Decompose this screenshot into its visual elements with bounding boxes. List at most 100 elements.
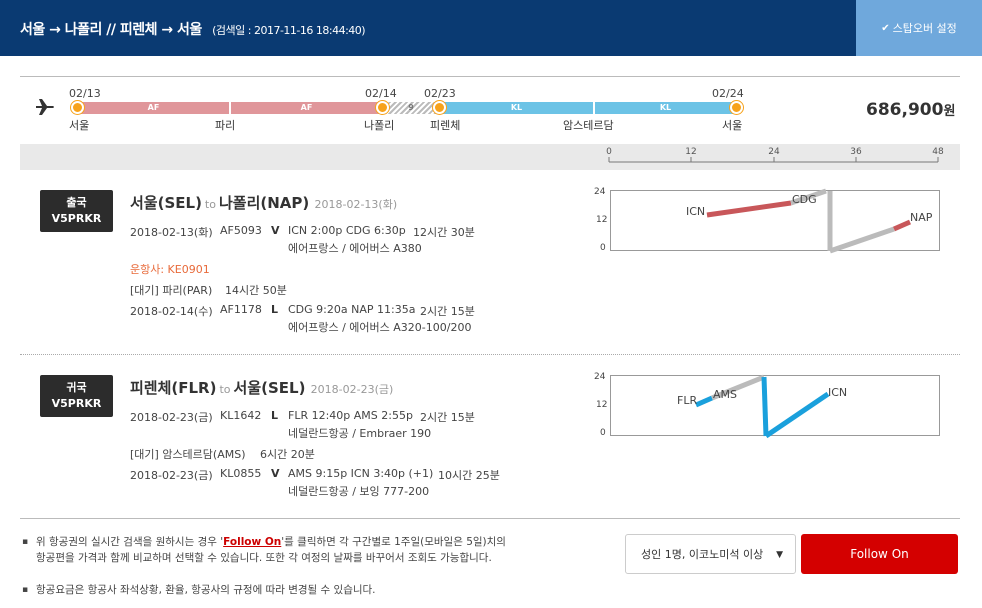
chart-y-tick: 24 <box>594 372 606 382</box>
axis-tick-label: 36 <box>850 147 862 157</box>
header-bar: 서울 → 나폴리 // 피렌체 → 서울 (검색일 : 2017-11-16 1… <box>0 0 982 56</box>
timeline-city: 피렌체 <box>430 119 461 132</box>
timeline-date: 02/14 <box>365 87 397 100</box>
leg-date: 2018-02-14(수) <box>130 305 213 318</box>
layover-time: 6시간 20분 <box>260 448 315 461</box>
timeline-date: 02/13 <box>69 87 101 100</box>
chart-frame <box>610 375 940 436</box>
chart-y-tick: 0 <box>600 243 606 253</box>
leg-flight: AF5093 <box>220 224 262 237</box>
leg-flight: AF1178 <box>220 303 262 316</box>
footer-note: 위 항공권의 실시간 검색을 원하시는 경우 'Follow On'를 클릭하면… <box>22 534 508 566</box>
chevron-down-icon: ✔ <box>881 22 890 34</box>
axis-tick-label: 12 <box>685 147 697 157</box>
chart-y-tick: 0 <box>600 428 606 438</box>
hours-axis <box>608 157 939 163</box>
leg-class: L <box>271 303 279 316</box>
leg-aircraft: 네덜란드항공 / Embraer 190 <box>288 427 432 440</box>
segment-kl-2: KL <box>595 102 736 114</box>
chart-airport-label: NAP <box>910 211 933 224</box>
divider <box>20 76 960 77</box>
inbound-route-title: 피렌체(FLR) to 서울(SEL) 2018-02-23(금) <box>130 379 394 397</box>
hours-axis-band <box>20 144 960 170</box>
leg-route: CDG 9:20a NAP 11:35a <box>288 303 416 316</box>
page-title: 서울 → 나폴리 // 피렌체 → 서울 (검색일 : 2017-11-16 1… <box>20 19 366 39</box>
timeline-stop-dot <box>730 101 743 114</box>
timeline-city: 나폴리 <box>364 119 395 132</box>
axis-tick-label: 0 <box>606 147 612 157</box>
leg-date: 2018-02-23(금) <box>130 411 213 424</box>
layover-line <box>790 188 827 206</box>
layover-info: [대기] 파리(PAR) <box>130 284 213 297</box>
leg-line <box>694 395 714 408</box>
timeline-stop-dot <box>71 101 84 114</box>
outbound-time-chart: 24 12 0 ICN CDG NAP <box>588 187 943 255</box>
route-title-text: 서울 → 나폴리 // 피렌체 → 서울 <box>20 22 202 38</box>
leg-flight: KL0855 <box>220 467 262 480</box>
stopover-label: 스탑오버 설정 <box>892 22 957 35</box>
segment-af-1: AF <box>78 102 229 114</box>
outbound-chart-lines <box>706 188 912 254</box>
chart-y-tick: 12 <box>596 400 608 410</box>
footer-note: 항공요금은 항공사 좌석상황, 환율, 항공사의 규정에 따라 변경될 수 있습… <box>22 582 508 598</box>
inbound-time-chart: 24 12 0 FLR AMS ICN <box>588 372 943 440</box>
layover-info: [대기] 암스테르담(AMS) <box>130 448 246 461</box>
leg-line <box>892 219 912 232</box>
leg-route: FLR 12:40p AMS 2:55p <box>288 409 413 422</box>
leg-date: 2018-02-23(금) <box>130 469 213 482</box>
search-date: (검색일 : 2017-11-16 18:44:40) <box>212 24 366 37</box>
inbound-chart-lines <box>694 374 830 439</box>
leg-flight: KL1642 <box>220 409 262 422</box>
leg-date: 2018-02-13(화) <box>130 226 213 239</box>
leg-duration: 10시간 25분 <box>438 469 500 482</box>
leg-aircraft: 네덜란드항공 / 보잉 777-200 <box>288 485 430 498</box>
follow-on-button[interactable]: Follow On <box>801 534 958 574</box>
operator-info: 운항사: KE0901 <box>130 263 210 276</box>
segment-af-2: AF <box>231 102 382 114</box>
divider <box>20 354 960 355</box>
leg-duration: 2시간 15분 <box>420 411 475 424</box>
layover-line <box>829 226 895 254</box>
outbound-route-title: 서울(SEL) to 나폴리(NAP) 2018-02-13(화) <box>130 194 398 212</box>
leg-route: AMS 9:15p ICN 3:40p (+1) <box>288 467 434 480</box>
leg-line <box>764 391 830 439</box>
leg-route: ICN 2:00p CDG 6:30p <box>288 224 406 237</box>
segment-stay: 9 <box>383 102 439 114</box>
timeline-city: 파리 <box>215 119 236 132</box>
timeline-date: 02/24 <box>712 87 744 100</box>
timeline-stop-dot <box>433 101 446 114</box>
passenger-class-value: 성인 1명, 이코노미석 이상 <box>641 548 764 561</box>
chart-airport-label: FLR <box>677 394 698 407</box>
leg-line <box>706 200 792 218</box>
leg-line <box>761 376 769 437</box>
divider <box>20 518 960 519</box>
layover-time: 14시간 50분 <box>225 284 287 297</box>
layover-line <box>711 374 765 401</box>
chart-frame <box>610 190 940 251</box>
outbound-badge: 출국 V5PRKR <box>40 190 113 232</box>
stopover-settings-button[interactable]: ✔ 스탑오버 설정 <box>856 0 982 56</box>
timeline-city: 서울 <box>69 119 90 132</box>
caret-down-icon: ▼ <box>776 550 783 560</box>
timeline-city: 서울 <box>722 119 743 132</box>
chart-airport-label: CDG <box>792 193 817 206</box>
axis-tick-label: 24 <box>768 147 780 157</box>
leg-aircraft: 에어프랑스 / 에어버스 A380 <box>288 242 422 255</box>
leg-duration: 12시간 30분 <box>413 226 475 239</box>
follow-on-link[interactable]: Follow On <box>223 536 282 548</box>
airplane-icon <box>36 99 54 115</box>
leg-class: V <box>271 467 280 480</box>
leg-duration: 2시간 15분 <box>420 305 475 318</box>
leg-class: L <box>271 409 279 422</box>
timeline-date: 02/23 <box>424 87 456 100</box>
chart-airport-label: ICN <box>686 205 706 218</box>
chart-y-tick: 12 <box>596 215 608 225</box>
timeline-stop-dot <box>376 101 389 114</box>
passenger-class-select[interactable]: 성인 1명, 이코노미석 이상 ▼ <box>625 534 796 574</box>
total-price: 686,900원 <box>866 100 956 120</box>
timeline-city: 암스테르담 <box>563 119 614 132</box>
inbound-badge: 귀국 V5PRKR <box>40 375 113 417</box>
axis-tick-label: 48 <box>932 147 944 157</box>
chart-airport-label: ICN <box>828 386 848 399</box>
chart-airport-label: AMS <box>713 388 737 401</box>
